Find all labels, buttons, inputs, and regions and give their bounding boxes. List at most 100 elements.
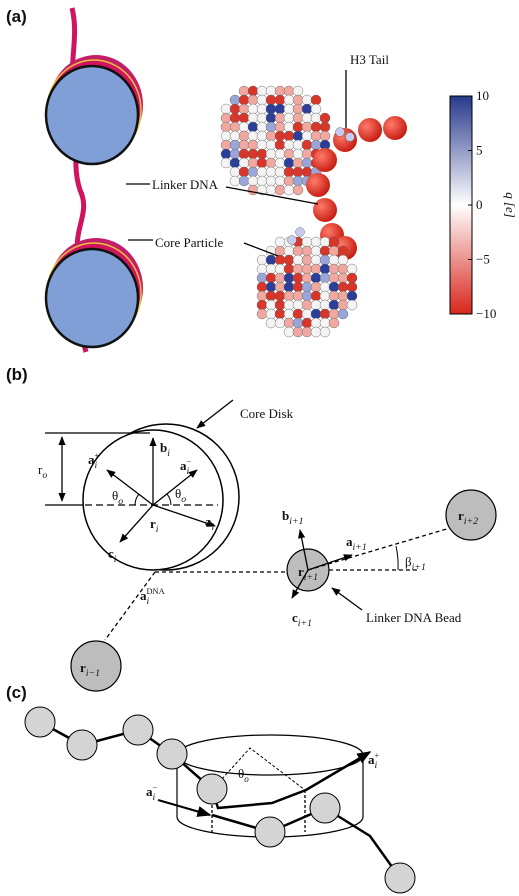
symbol-base: b bbox=[160, 440, 167, 455]
core-disk bbox=[46, 66, 138, 164]
symbol-sub: i+1 bbox=[304, 572, 318, 583]
core-disk bbox=[46, 249, 138, 347]
atom bbox=[239, 122, 249, 132]
atom bbox=[329, 273, 339, 283]
symbol-sub: i+1 bbox=[412, 562, 426, 573]
atom bbox=[302, 273, 312, 283]
atom bbox=[311, 300, 321, 310]
atom bbox=[275, 291, 285, 301]
symbol-sup: − bbox=[153, 783, 158, 792]
atom bbox=[266, 158, 276, 168]
angle-arc bbox=[396, 546, 398, 570]
atom bbox=[275, 158, 285, 168]
atom bbox=[221, 113, 231, 123]
atom bbox=[302, 131, 312, 141]
atom bbox=[230, 149, 240, 159]
line bbox=[308, 528, 450, 570]
atom bbox=[302, 300, 312, 310]
atom bbox=[257, 176, 267, 186]
atom bbox=[302, 309, 312, 319]
atom bbox=[320, 255, 330, 265]
atom bbox=[248, 95, 258, 105]
atom bbox=[266, 185, 276, 195]
atom bbox=[266, 122, 276, 132]
atom bbox=[248, 86, 258, 96]
atom bbox=[346, 133, 355, 142]
atom bbox=[266, 140, 276, 150]
atom bbox=[293, 140, 303, 150]
atom bbox=[302, 95, 312, 105]
linker-bead bbox=[197, 774, 227, 804]
atom bbox=[284, 113, 294, 123]
atom bbox=[221, 158, 231, 168]
atom bbox=[302, 104, 312, 114]
atom bbox=[302, 237, 312, 247]
atom bbox=[347, 264, 357, 274]
atom bbox=[248, 167, 258, 177]
atom bbox=[320, 113, 330, 123]
atom bbox=[239, 95, 249, 105]
atom bbox=[284, 282, 294, 292]
atom bbox=[257, 264, 267, 274]
atom bbox=[329, 318, 339, 328]
figure: (a) (b) (c) H3 TailLinker DNACore Partic… bbox=[0, 0, 519, 896]
panel-label: (b) bbox=[6, 365, 28, 384]
atom bbox=[284, 255, 294, 265]
atom bbox=[302, 149, 312, 159]
atom bbox=[311, 255, 321, 265]
atom bbox=[293, 158, 303, 168]
atom bbox=[320, 246, 330, 256]
atom bbox=[239, 131, 249, 141]
atom bbox=[257, 167, 267, 177]
atom bbox=[284, 309, 294, 319]
atom bbox=[275, 300, 285, 310]
linker-bead bbox=[358, 118, 382, 142]
atom bbox=[284, 122, 294, 132]
linker-bead bbox=[255, 817, 285, 847]
atom bbox=[320, 122, 330, 132]
atom bbox=[221, 149, 231, 159]
atom bbox=[275, 264, 285, 274]
symbol-sub: i+2 bbox=[464, 516, 478, 527]
atom bbox=[275, 131, 285, 141]
atom bbox=[338, 291, 348, 301]
atom bbox=[347, 291, 357, 301]
atom bbox=[302, 167, 312, 177]
atom bbox=[248, 113, 258, 123]
atom bbox=[320, 291, 330, 301]
atom bbox=[284, 86, 294, 96]
atom bbox=[248, 149, 258, 159]
atom bbox=[311, 264, 321, 274]
atom bbox=[257, 149, 267, 159]
atom bbox=[284, 104, 294, 114]
atom bbox=[284, 176, 294, 186]
atom bbox=[293, 104, 303, 114]
atom bbox=[336, 128, 345, 137]
atom bbox=[275, 273, 285, 283]
atom bbox=[293, 131, 303, 141]
atom bbox=[293, 95, 303, 105]
atom bbox=[275, 318, 285, 328]
atom bbox=[311, 95, 321, 105]
label: Core Particle bbox=[155, 235, 223, 250]
linker-bead bbox=[310, 793, 340, 823]
atom bbox=[275, 176, 285, 186]
linker-bead bbox=[313, 148, 337, 172]
atom bbox=[311, 309, 321, 319]
atom bbox=[320, 309, 330, 319]
colorbar-tick-label: 0 bbox=[476, 197, 483, 212]
atom bbox=[230, 131, 240, 141]
atom bbox=[257, 140, 267, 150]
atom bbox=[275, 309, 285, 319]
atom bbox=[284, 158, 294, 168]
atom bbox=[311, 237, 321, 247]
linker-bead bbox=[446, 490, 496, 540]
atom bbox=[239, 113, 249, 123]
atom bbox=[311, 113, 321, 123]
page: {"panel_a": {"label": "(a)", "callouts":… bbox=[0, 0, 519, 896]
atom bbox=[266, 113, 276, 123]
colorbar-tick-label: 10 bbox=[476, 88, 489, 103]
atom bbox=[320, 300, 330, 310]
atom bbox=[284, 246, 294, 256]
atom bbox=[284, 140, 294, 150]
